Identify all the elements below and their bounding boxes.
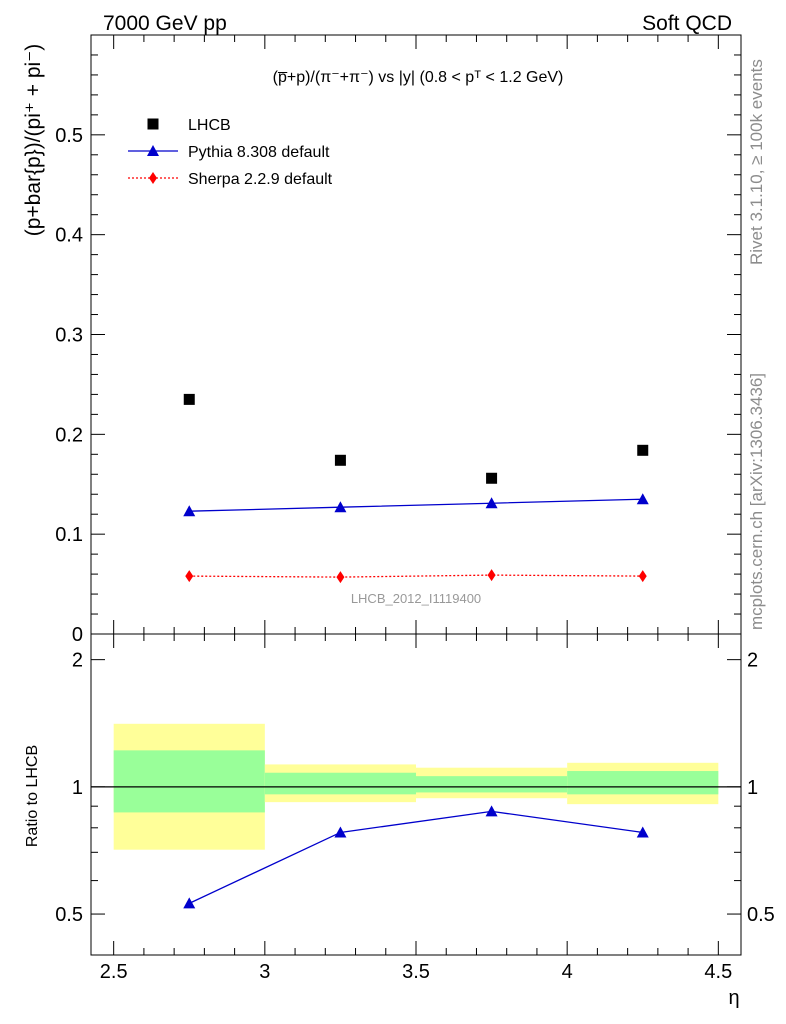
ratio-xtick-label: 4 [562,961,573,983]
ratio-ytick-label-right: 1 [747,777,758,799]
ratio-xtick-label: 3 [259,961,270,983]
series-1-point-1 [334,501,347,513]
mcplots-label: mcplots.cern.ch [arXiv:1306.3436] [747,373,766,630]
main-ylabel: (p+bar{p})/(pi⁺ + pi⁻) [22,44,45,237]
ratio-ytick-label: 1 [72,777,83,799]
series-0-point-2 [486,472,498,484]
series-1-point-3 [636,493,649,505]
main-panel: (p̅+p)/(π⁻+π⁻) vs |y| (0.8 < pᵀ < 1.2 Ge… [22,34,742,646]
main-title: (p̅+p)/(π⁻+π⁻) vs |y| (0.8 < pᵀ < 1.2 Ge… [273,69,564,86]
ratio-series [183,805,649,909]
main-ytick-label: 0 [72,624,83,646]
ratio-bands [91,723,741,850]
rivet-label: Rivet 3.1.10, ≥ 100k events [747,59,766,265]
series-2-point-3 [638,570,647,583]
ratio-band-inner-1 [264,772,416,795]
main-ytick-label: 0.1 [55,524,83,546]
ratio-xtick-label: 3.5 [402,961,430,983]
legend-label-1: Pythia 8.308 default [188,144,330,161]
main-ytick-label: 0.2 [55,424,83,446]
legend-marker-0 [147,118,159,130]
legend: LHCB Pythia 8.308 default Sherpa 2.2.9 def… [128,117,333,188]
main-ytick-label: 0.5 [55,125,83,147]
main-ytick-label: 0.3 [55,325,83,347]
series-line-1 [189,498,643,512]
series-1-point-2 [485,497,498,509]
ratio-xlabel: η [728,987,739,1009]
header-right: Soft QCD [642,12,732,35]
legend-label-2: Sherpa 2.2.9 default [188,171,333,188]
ratio-ytick-label-right: 2 [747,650,758,672]
series-2-point-2 [487,569,496,582]
ratio-point-1 [334,826,347,838]
ratio-xtick-label: 4.5 [704,961,732,983]
series-line-2 [189,574,643,578]
series-0-point-1 [334,454,346,466]
ratio-panel: Ratio to LHCB η 0.5 0.5 1 1 2 2 2.5 3 3.5 4 4.5 [24,633,775,1009]
main-ytick-label: 0.4 [55,225,83,247]
ratio-band-inner-0 [113,750,265,813]
legend-label-0: LHCB [188,117,231,134]
header-left: 7000 GeV pp [103,12,227,35]
ratio-ytick-label-right: 0.5 [747,904,775,926]
ratio-point-2 [485,805,498,817]
watermark: LHCB_2012_I1119400 [351,591,481,606]
ratio-point-0 [183,897,196,909]
series-0-point-0 [183,393,195,405]
ratio-ylabel: Ratio to LHCB [24,745,41,847]
ratio-ytick-label: 0.5 [55,904,83,926]
ratio-band-inner-2 [416,776,568,793]
legend-marker-2 [149,172,157,184]
series-1-point-0 [183,505,196,517]
main-series [183,393,649,584]
series-2-point-1 [336,571,345,584]
ratio-point-3 [636,826,649,838]
ratio-ytick-label: 2 [72,650,83,672]
ratio-xtick-label: 2.5 [100,961,128,983]
series-2-point-0 [185,570,194,583]
main-ticks: 0 0.1 0.2 0.3 0.4 0.5 [55,35,741,646]
ratio-band-inner-3 [567,771,719,795]
ratio-ticks: 0.5 0.5 1 1 2 2 2.5 3 3.5 4 4.5 [55,634,775,983]
ratio-line-0 [188,810,643,904]
legend-marker-1 [147,145,159,156]
series-0-point-3 [637,444,649,456]
